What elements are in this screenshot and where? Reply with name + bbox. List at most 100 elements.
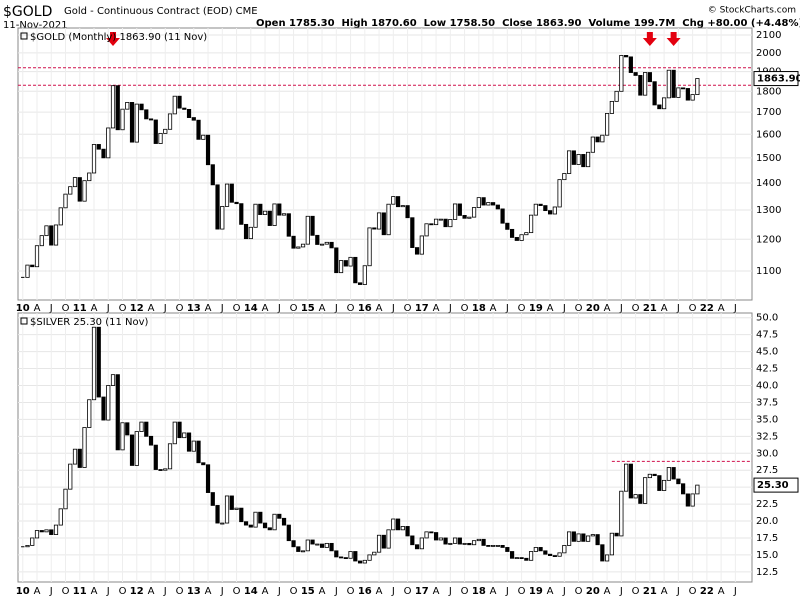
candle: [334, 247, 339, 274]
candle: [600, 544, 605, 562]
x-tick-label: 15: [301, 303, 315, 314]
candle: [191, 117, 196, 121]
y-tick-label: 1200: [756, 234, 781, 245]
candle: [338, 556, 344, 559]
candle: [590, 136, 595, 153]
candle: [357, 560, 363, 564]
x-tick-label: A: [547, 303, 554, 314]
x-tick-label: J: [733, 303, 737, 314]
candle: [624, 463, 629, 492]
candle: [562, 545, 567, 554]
candle: [329, 241, 334, 249]
candle: [495, 204, 500, 210]
x-tick-label: 14: [244, 303, 258, 314]
candle: [229, 183, 234, 203]
x-tick-label: J: [220, 303, 224, 314]
x-tick-label: A: [718, 586, 725, 597]
candle: [490, 545, 496, 547]
candle: [281, 517, 287, 526]
x-tick-label: 19: [529, 586, 543, 597]
candle: [30, 264, 35, 268]
candle: [53, 524, 59, 535]
candle: [296, 246, 301, 249]
candle: [338, 260, 344, 274]
candle: [514, 557, 519, 560]
candle: [34, 530, 40, 539]
candle: [334, 550, 339, 558]
x-tick-label: 13: [187, 586, 201, 597]
x-tick-label: O: [632, 303, 640, 314]
candle: [72, 448, 78, 465]
x-tick-label: 17: [415, 586, 429, 597]
candle: [609, 100, 614, 114]
x-tick-label: 20: [586, 586, 600, 597]
candle: [324, 542, 329, 548]
candle: [106, 127, 111, 159]
x-tick-label: O: [689, 303, 697, 314]
x-tick-label: O: [119, 586, 127, 597]
candle: [433, 218, 439, 226]
candle: [381, 534, 386, 549]
x-tick-label: 13: [187, 303, 201, 314]
candle: [647, 72, 652, 83]
candle: [624, 55, 629, 58]
candle: [367, 227, 372, 267]
last-value-label: 1863.90: [757, 74, 800, 85]
candle: [158, 469, 163, 471]
candle: [253, 511, 258, 528]
candle: [315, 543, 320, 546]
candle: [376, 212, 382, 230]
x-tick-label: A: [319, 586, 326, 597]
candle: [471, 207, 477, 218]
candle: [286, 213, 291, 237]
candle: [291, 540, 296, 548]
candle: [148, 118, 154, 121]
candle: [201, 134, 206, 140]
candle: [44, 529, 49, 533]
candle: [509, 228, 515, 238]
candle: [153, 119, 158, 144]
candle: [490, 202, 496, 206]
candle: [139, 103, 144, 111]
candle: [595, 136, 600, 143]
candle: [690, 493, 695, 507]
candle: [372, 551, 377, 556]
x-tick-label: A: [661, 303, 668, 314]
candle: [201, 462, 206, 466]
x-tick-label: 18: [472, 303, 486, 314]
candle: [514, 237, 519, 241]
candle: [685, 493, 690, 507]
candle: [315, 234, 320, 245]
candle: [343, 260, 348, 267]
candle: [481, 197, 486, 206]
x-tick-label: J: [334, 303, 338, 314]
candle: [685, 88, 690, 101]
candle: [106, 385, 111, 421]
x-tick-label: A: [205, 303, 212, 314]
candle: [547, 553, 553, 556]
candle: [681, 483, 686, 495]
candle: [652, 473, 657, 477]
x-tick-label: A: [148, 586, 155, 597]
y-tick-label: 1700: [756, 107, 781, 118]
candle: [500, 545, 505, 548]
candle: [82, 427, 87, 468]
y-tick-label: 1100: [756, 266, 781, 277]
candle: [452, 203, 458, 220]
candle: [605, 113, 610, 136]
candle: [44, 225, 49, 237]
candle: [448, 542, 453, 545]
candle: [324, 241, 329, 245]
x-tick-label: O: [347, 586, 355, 597]
x-tick-label: O: [518, 586, 526, 597]
candle: [110, 85, 116, 129]
candle: [519, 234, 524, 241]
candle: [557, 552, 562, 557]
candle: [676, 87, 681, 98]
candle: [243, 521, 249, 526]
x-tick-label: 10: [16, 586, 30, 597]
x-tick-label: J: [220, 586, 224, 597]
y-tick-label: 45.0: [756, 347, 778, 358]
candle: [267, 527, 272, 531]
